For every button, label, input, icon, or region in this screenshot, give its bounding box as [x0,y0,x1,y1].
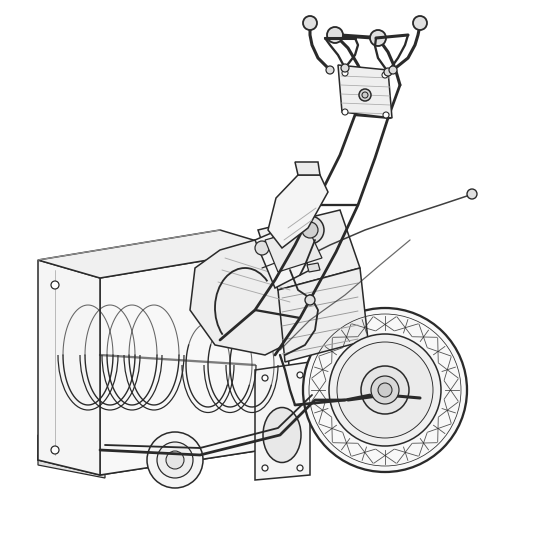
Circle shape [389,66,397,74]
Circle shape [157,442,193,478]
Circle shape [384,68,392,76]
Circle shape [329,334,441,446]
Polygon shape [38,435,100,475]
Circle shape [342,109,348,115]
Circle shape [467,189,477,199]
Circle shape [255,241,269,255]
Circle shape [362,92,368,98]
Circle shape [303,16,317,30]
Circle shape [382,72,388,78]
Polygon shape [190,240,295,355]
Circle shape [341,64,349,72]
Polygon shape [255,362,310,480]
Circle shape [296,216,324,244]
Circle shape [337,342,433,438]
Circle shape [297,372,303,378]
Circle shape [51,281,59,289]
Polygon shape [278,268,368,362]
Circle shape [371,376,399,404]
Circle shape [297,465,303,471]
Circle shape [51,446,59,454]
Circle shape [359,89,371,101]
Circle shape [302,222,318,238]
Circle shape [147,432,203,488]
Circle shape [326,66,334,74]
Polygon shape [270,215,316,260]
Polygon shape [38,260,100,475]
Circle shape [361,366,409,414]
Circle shape [262,465,268,471]
Ellipse shape [263,408,301,463]
Circle shape [303,308,467,472]
Polygon shape [265,228,322,272]
Polygon shape [268,175,328,248]
Polygon shape [100,248,295,475]
Polygon shape [38,432,295,475]
Polygon shape [295,162,320,175]
Circle shape [327,27,343,43]
Circle shape [166,451,184,469]
Polygon shape [258,210,360,290]
Polygon shape [38,230,280,278]
Polygon shape [255,225,310,288]
Circle shape [370,30,386,46]
Circle shape [262,375,268,381]
Polygon shape [338,65,392,118]
Circle shape [378,383,392,397]
Polygon shape [38,455,105,478]
Polygon shape [307,263,320,272]
Circle shape [413,16,427,30]
Circle shape [305,295,315,305]
Circle shape [342,70,348,76]
Circle shape [383,112,389,118]
